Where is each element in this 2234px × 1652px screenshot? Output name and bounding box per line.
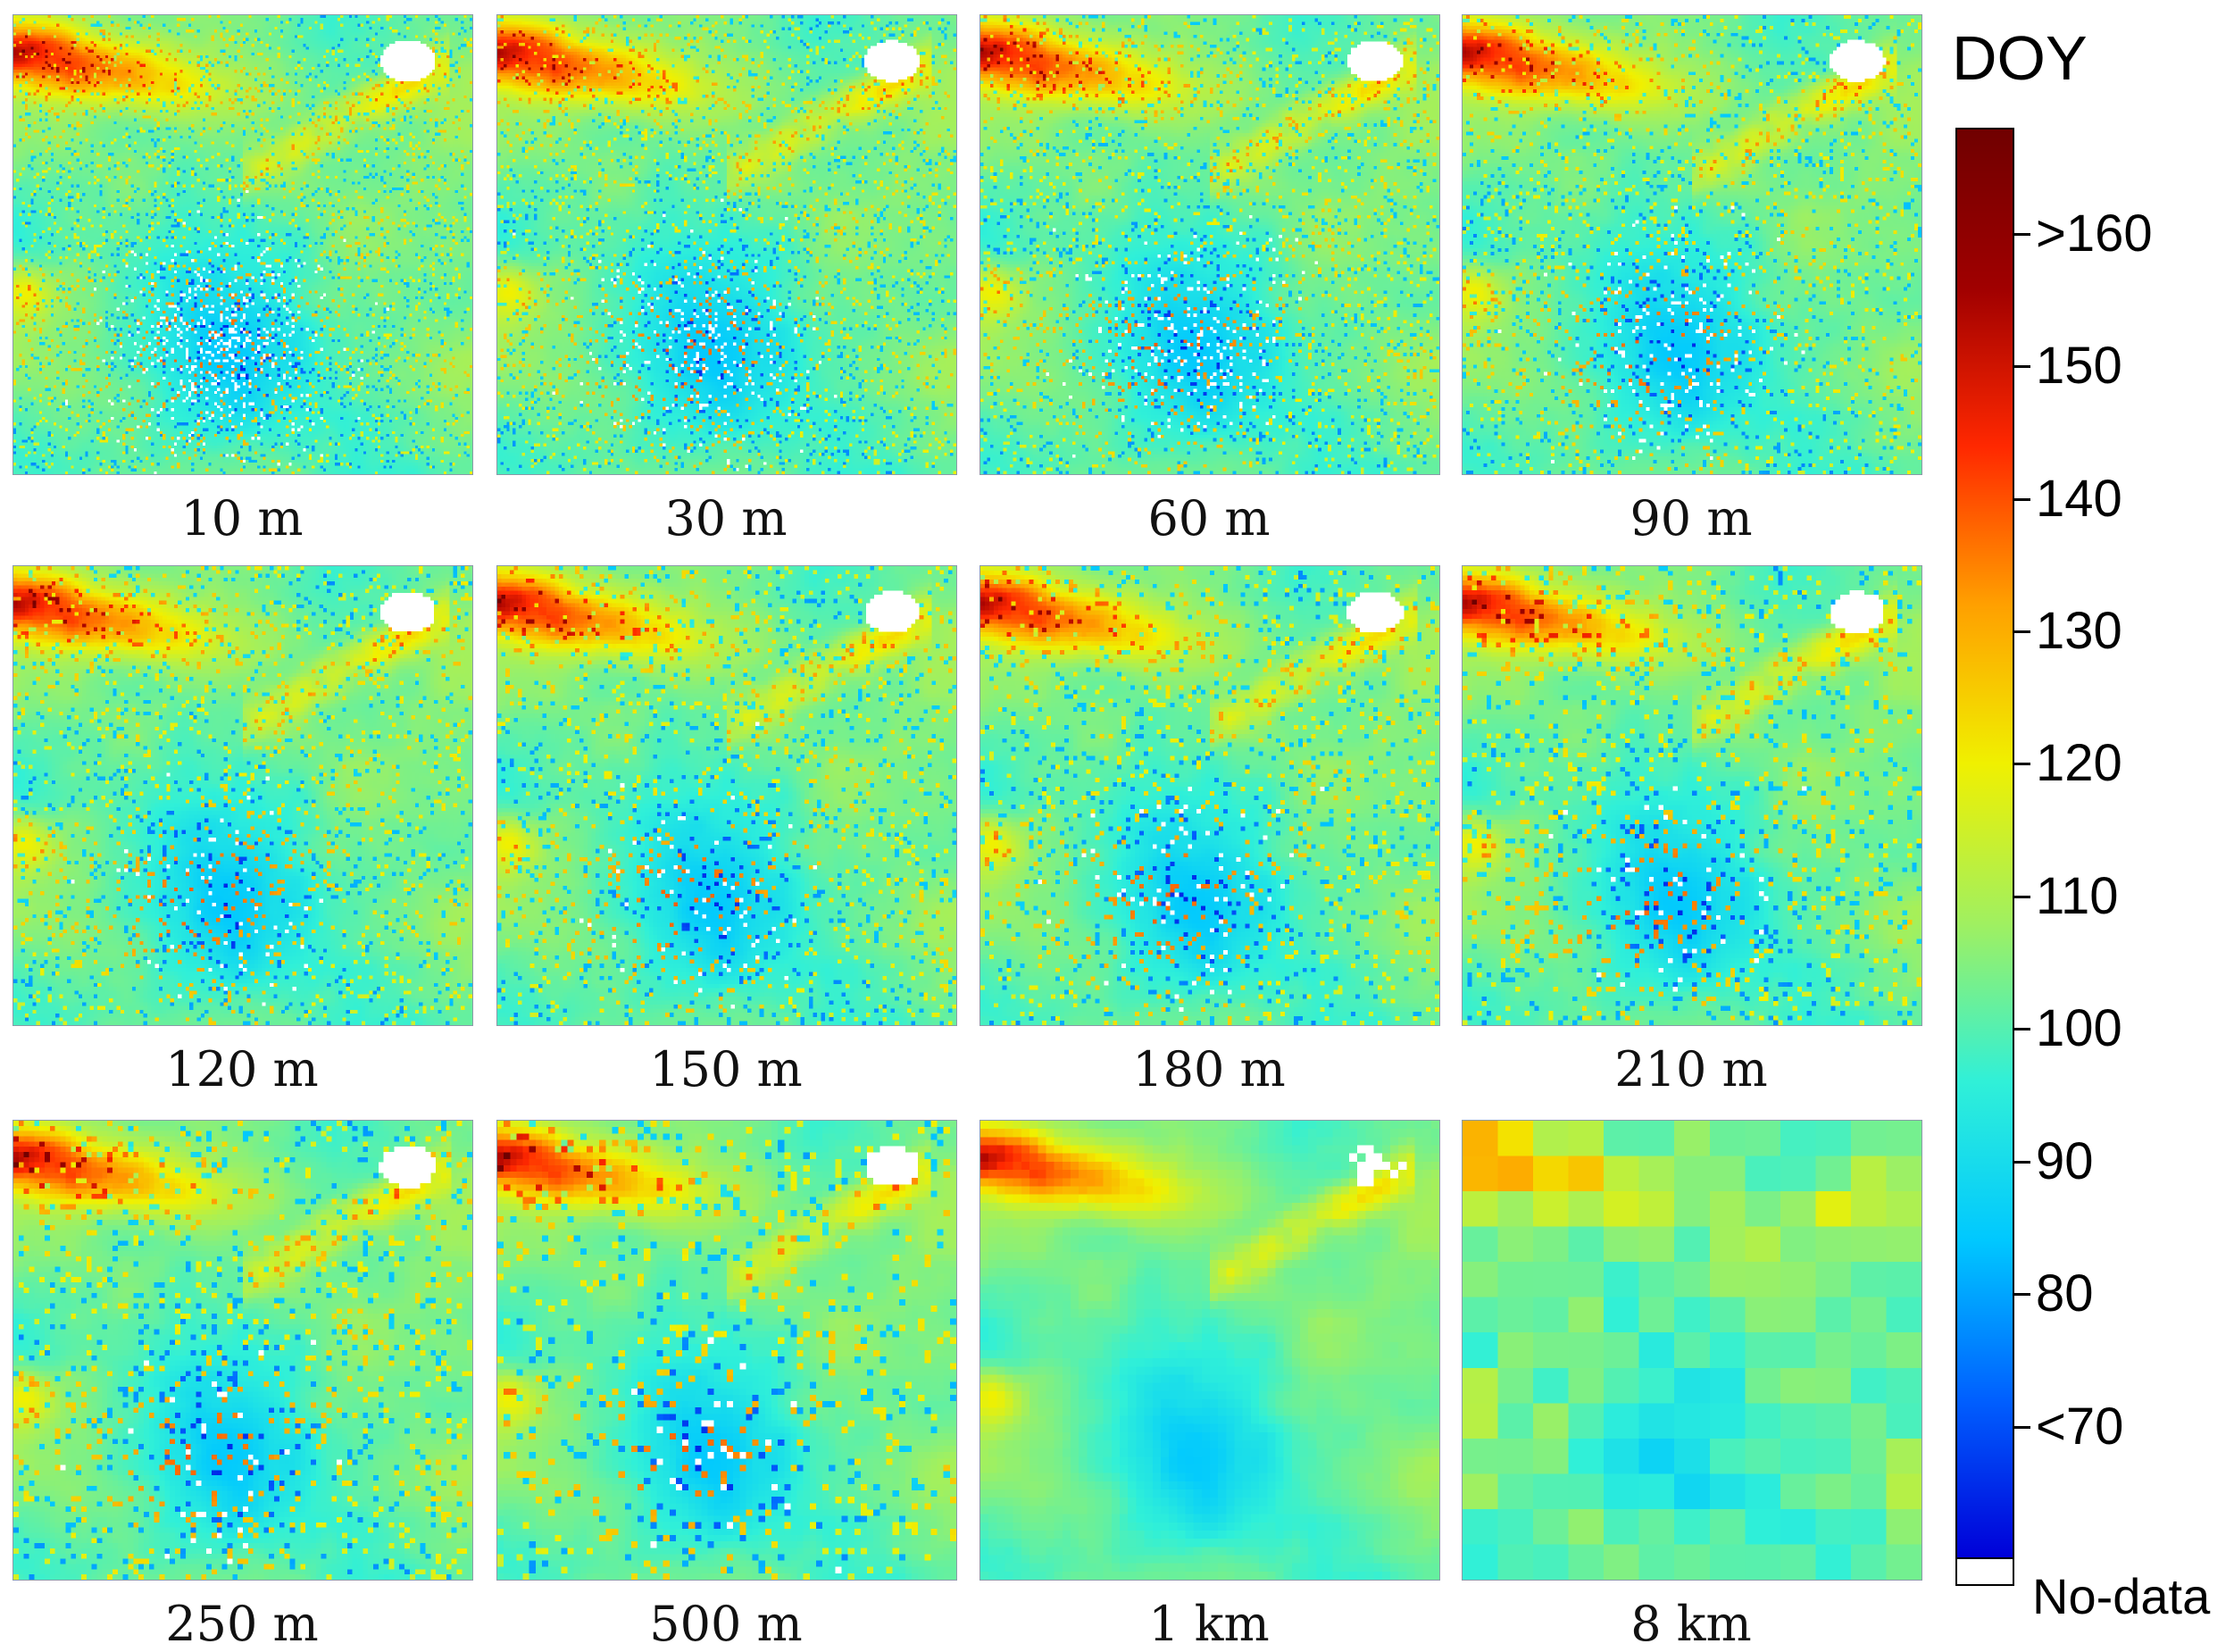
- doy-map-panel: [13, 1120, 473, 1581]
- colorbar-tick-label: 140: [2036, 469, 2122, 528]
- colorbar-nodata-swatch: [1955, 1559, 2014, 1586]
- map-resolution-label: 210 m: [1614, 1041, 1768, 1097]
- doy-map-panel: [496, 1120, 957, 1581]
- doy-map-raster: [13, 15, 472, 474]
- doy-map-panel: [979, 14, 1440, 475]
- map-resolution-label: 10 m: [180, 490, 304, 546]
- colorbar-tick-label: 120: [2036, 734, 2122, 793]
- colorbar-tick: [2014, 232, 2030, 236]
- doy-map-raster: [1463, 566, 1921, 1025]
- colorbar-tick-label: 100: [2036, 999, 2122, 1058]
- colorbar-tick: [2014, 763, 2030, 766]
- doy-map-panel: [13, 565, 473, 1026]
- doy-map-panel: [1462, 14, 1922, 475]
- map-resolution-label: 90 m: [1630, 490, 1753, 546]
- colorbar-tick: [2014, 1028, 2030, 1031]
- doy-map-raster: [13, 1121, 472, 1580]
- colorbar-tick-label: 90: [2036, 1131, 2094, 1190]
- doy-map-panel: [1462, 1120, 1922, 1581]
- doy-map-raster: [497, 566, 956, 1025]
- colorbar-tick: [2014, 1293, 2030, 1297]
- doy-map-raster: [13, 566, 472, 1025]
- map-resolution-label: 150 m: [649, 1041, 803, 1097]
- colorbar: [1955, 128, 2014, 1559]
- colorbar-tick-label: 150: [2036, 337, 2122, 396]
- colorbar-tick: [2014, 1425, 2030, 1429]
- map-resolution-label: 250 m: [165, 1596, 319, 1652]
- map-resolution-label: 500 m: [649, 1596, 803, 1652]
- doy-map-raster: [1463, 15, 1921, 474]
- map-resolution-label: 8 km: [1630, 1596, 1752, 1652]
- doy-map-panel: [496, 565, 957, 1026]
- colorbar-tick-label: 130: [2036, 602, 2122, 661]
- colorbar-tick: [2014, 895, 2030, 898]
- doy-map-panel: [979, 1120, 1440, 1581]
- colorbar-nodata-label: No-data: [2032, 1568, 2211, 1624]
- doy-map-raster: [497, 1121, 956, 1580]
- colorbar-tick: [2014, 365, 2030, 369]
- colorbar-title: DOY: [1952, 23, 2088, 93]
- colorbar-tick: [2014, 1160, 2030, 1164]
- colorbar-tick-label: <70: [2036, 1397, 2124, 1456]
- colorbar-tick-label: 80: [2036, 1264, 2094, 1323]
- colorbar-tick: [2014, 630, 2030, 634]
- doy-map-raster: [980, 566, 1439, 1025]
- doy-map-panel: [979, 565, 1440, 1026]
- doy-map-raster: [980, 1121, 1439, 1580]
- doy-map-raster: [1463, 1121, 1921, 1580]
- doy-map-raster: [980, 15, 1439, 474]
- map-resolution-label: 1 km: [1148, 1596, 1270, 1652]
- doy-map-raster: [497, 15, 956, 474]
- doy-map-panel: [496, 14, 957, 475]
- map-resolution-label: 60 m: [1147, 490, 1271, 546]
- doy-map-panel: [13, 14, 473, 475]
- colorbar-tick: [2014, 497, 2030, 501]
- map-resolution-label: 120 m: [165, 1041, 319, 1097]
- colorbar-tick-label: >160: [2036, 204, 2153, 263]
- map-resolution-label: 30 m: [664, 490, 788, 546]
- map-resolution-label: 180 m: [1132, 1041, 1286, 1097]
- doy-map-panel: [1462, 565, 1922, 1026]
- colorbar-tick-label: 110: [2036, 866, 2119, 925]
